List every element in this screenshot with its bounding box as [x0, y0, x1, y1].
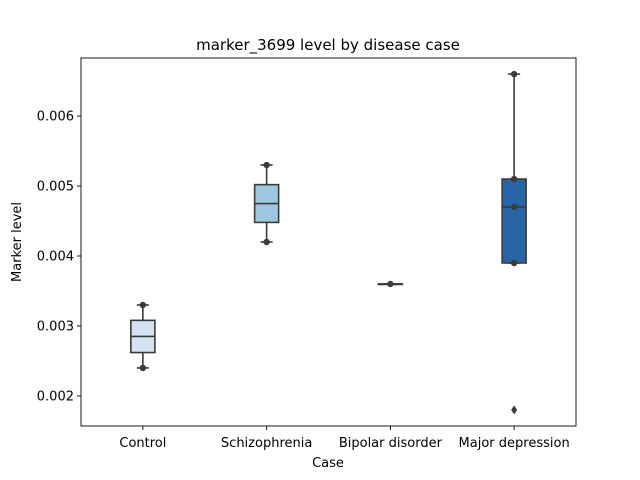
y-tick-label: 0.002 — [37, 389, 74, 404]
box-schizophrenia — [253, 161, 280, 246]
y-tick-label: 0.003 — [37, 319, 74, 334]
y-tick-label: 0.006 — [37, 110, 74, 125]
data-point — [510, 70, 518, 78]
box-bipolar-disorder — [377, 280, 404, 288]
chart-title: marker_3699 level by disease case — [196, 36, 460, 55]
x-tick-label: Control — [119, 436, 166, 451]
data-point — [387, 280, 394, 288]
plot-background — [81, 58, 576, 426]
plot-area — [80, 57, 577, 427]
data-point — [139, 364, 147, 372]
box-major-depression — [501, 70, 527, 415]
y-tick-label: 0.004 — [37, 249, 74, 264]
x-tick-label: Bipolar disorder — [339, 436, 443, 451]
y-axis-label: Marker level — [10, 202, 25, 282]
data-point — [510, 259, 518, 267]
data-point — [510, 175, 518, 183]
box-body — [501, 178, 527, 264]
data-point — [139, 301, 147, 309]
x-tick-label: Major depression — [459, 436, 570, 451]
box-control — [130, 301, 156, 372]
data-point — [510, 203, 518, 211]
plot-frame — [80, 57, 577, 427]
y-tick-label: 0.005 — [37, 180, 74, 195]
y-axis: 0.002 0.003 0.004 0.005 0.006 — [37, 110, 81, 404]
data-point — [263, 161, 270, 169]
boxes-group — [130, 70, 527, 415]
x-axis: Control Schizophrenia Bipolar disorder Majo… — [119, 426, 570, 451]
data-point — [263, 238, 270, 246]
x-tick-label: Schizophrenia — [221, 436, 312, 451]
outlier-point — [511, 405, 518, 415]
x-axis-label: Case — [312, 456, 344, 471]
